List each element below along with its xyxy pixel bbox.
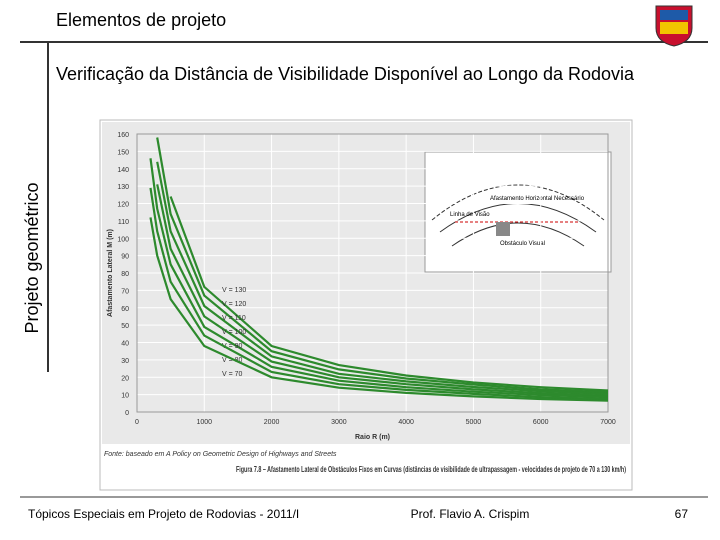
x-tick-label: 3000: [331, 419, 347, 426]
x-tick-label: 5000: [466, 419, 482, 426]
plot-border: [136, 133, 609, 413]
y-tick-label: 80: [121, 271, 129, 278]
y-tick-label: 20: [121, 375, 129, 382]
x-tick-label: 1000: [196, 419, 212, 426]
series-line: [156, 184, 609, 397]
y-tick-label: 140: [117, 167, 129, 174]
series-line: [156, 161, 609, 395]
figure-source: Fonte: baseado em A Policy on Geometric …: [104, 451, 337, 458]
y-tick-label: 110: [118, 219, 129, 226]
y-tick-label: 30: [121, 358, 129, 365]
x-axis-label: Raio R (m): [355, 434, 390, 441]
y-tick-label: 130: [117, 184, 129, 191]
y-tick-label: 40: [121, 341, 129, 348]
series-line: [149, 217, 609, 402]
series-label: V = 100: [222, 329, 246, 336]
series-line: [169, 196, 609, 392]
series-label: V = 110: [222, 315, 246, 322]
slide-heading: Verificação da Distância de Visibilidade…: [56, 64, 635, 84]
inset-label: Linha de Visão: [450, 212, 490, 218]
y-axis-label: Afastamento Lateral M (m): [107, 229, 114, 317]
series-line: [149, 187, 609, 401]
x-tick-label: 7000: [600, 419, 616, 426]
series-label: V = 120: [222, 301, 246, 308]
footer-course: Tópicos Especiais em Projeto de Rodovias…: [28, 507, 299, 521]
series-line: [149, 158, 609, 399]
y-tick-label: 90: [121, 254, 129, 261]
y-tick-label: 70: [121, 288, 129, 295]
series-label: V = 130: [222, 287, 246, 294]
y-tick-label: 100: [117, 236, 129, 243]
y-tick-label: 150: [117, 149, 129, 156]
x-tick-label: 2000: [264, 419, 280, 426]
series-label: V = 70: [222, 371, 243, 378]
y-tick-label: 50: [121, 323, 129, 330]
side-label: Projeto geométrico: [22, 182, 42, 333]
inset-label: Afastamento Horizontal Necessário: [490, 196, 585, 202]
x-tick-label: 4000: [398, 419, 414, 426]
y-tick-label: 120: [117, 202, 129, 209]
inset-label: Obstáculo Visual: [500, 241, 545, 247]
series-label: V = 80: [222, 357, 243, 364]
y-tick-label: 10: [121, 393, 129, 400]
x-tick-label: 0: [135, 419, 139, 426]
x-tick-label: 6000: [533, 419, 549, 426]
figure-caption: Figura 7.8 – Afastamento Lateral de Obst…: [236, 465, 626, 474]
y-tick-label: 160: [117, 132, 129, 139]
footer-author: Prof. Flavio A. Crispim: [411, 507, 530, 521]
page-number: 67: [675, 507, 689, 521]
logo: [655, 5, 693, 47]
series-line: [156, 137, 609, 394]
y-tick-label: 60: [121, 306, 129, 313]
slide-title: Elementos de projeto: [56, 10, 226, 30]
y-tick-label: 0: [125, 410, 129, 417]
series-label: V = 90: [222, 343, 243, 350]
